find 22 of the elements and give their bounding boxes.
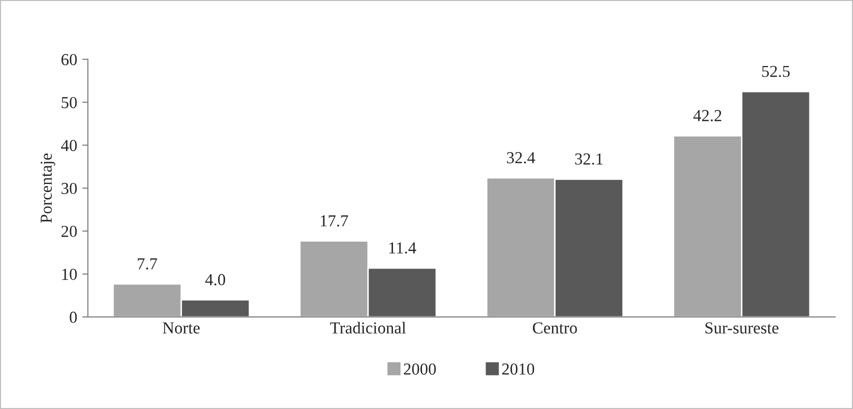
x-tick-label: Norte [162,322,200,334]
x-tick-label: Tradicional [330,322,406,334]
data-label: 17.7 [320,215,348,227]
y-tick-label: 20 [62,226,77,238]
x-tick-label: Sur-sureste [705,322,778,334]
data-label: 11.4 [389,242,416,254]
y-axis-title: Porcentaje [40,154,56,223]
data-label: 32.4 [507,152,536,164]
y-tick-label: 30 [62,182,77,194]
legend-label: 2010 [502,363,534,375]
x-tick-label: Centro [532,322,577,334]
data-label: 7.7 [138,258,158,270]
legend-label: 2000 [404,363,436,375]
y-tick-label: 0 [70,312,77,323]
y-tick-label: 40 [61,140,77,152]
data-label: 4.0 [205,274,226,286]
y-tick-label: 10 [62,268,77,280]
y-tick-label: 60 [61,54,77,66]
data-label: 52.5 [762,66,790,78]
data-label: 42.2 [693,110,722,122]
y-tick-label: 50 [62,96,77,108]
data-label: 32.1 [575,153,603,165]
